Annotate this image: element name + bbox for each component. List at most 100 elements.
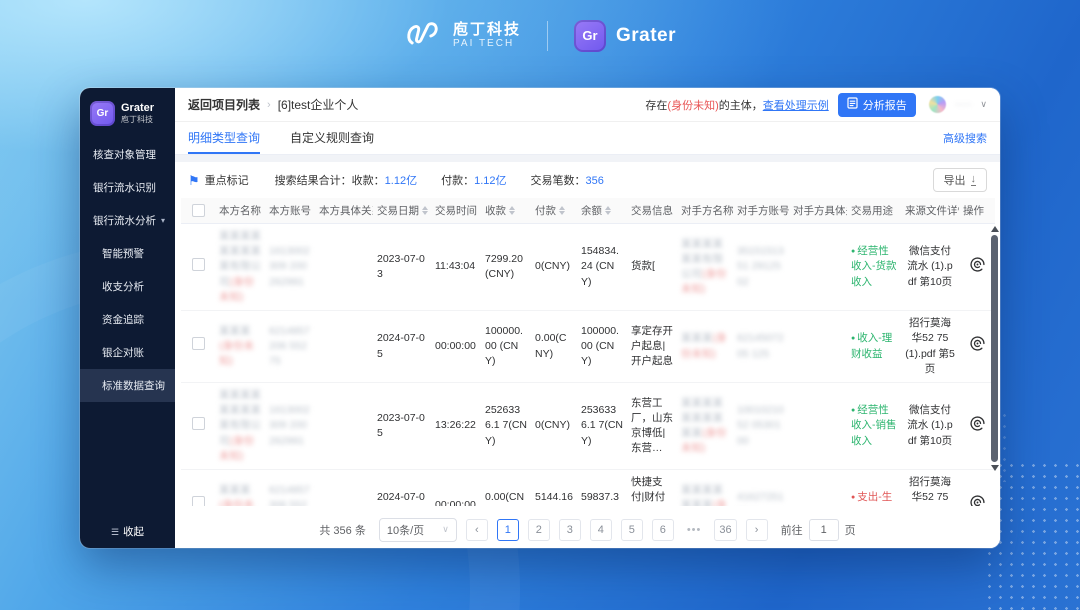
counterparty-relation-cell	[789, 501, 847, 507]
top-bar-right: 存在(身份未知)的主体，查看处理示例 分析报告 ····· ∨	[645, 92, 987, 117]
breadcrumb-separator: ›	[267, 98, 271, 111]
scroll-up-arrow-icon[interactable]	[990, 226, 999, 232]
status-dot-icon: ●	[851, 407, 856, 415]
outflow-label: 付款：	[441, 175, 475, 187]
username-masked: ·····	[954, 99, 972, 110]
scroll-down-arrow-icon[interactable]	[990, 465, 999, 471]
table-header-付款[interactable]: 付款	[531, 203, 577, 218]
counterparty-account-cell: 4162725125 1	[733, 485, 789, 506]
tab-detail-type-query[interactable]: 明细类型查询	[188, 122, 261, 154]
counterparty-name-masked: 某某某某某某某某某某	[681, 396, 723, 440]
total-count: 共 356 条	[319, 524, 366, 537]
sort-icon[interactable]	[559, 206, 565, 215]
table-row: 某某某某某某某某某有限公司(身份未知) 1613002309 200262991 2…	[181, 224, 995, 312]
important-mark-toggle[interactable]: ⚑ 重点标记	[188, 172, 249, 188]
info-cell: 东营工厂，山东京博低|东营…	[631, 396, 673, 455]
sidebar-item-income-expense-analysis[interactable]: 收支分析	[80, 270, 175, 303]
transaction-count: 356	[585, 175, 604, 187]
prev-page-button[interactable]: ‹	[465, 518, 488, 541]
advanced-search-link[interactable]: 高级搜索	[943, 133, 987, 145]
own-name-masked: 某某某	[219, 483, 251, 496]
row-checkbox[interactable]	[191, 496, 205, 506]
sidebar-collapse-button[interactable]: ☰ 收起	[80, 524, 175, 539]
fund-trace-icon[interactable]	[969, 256, 986, 273]
sidebar-item-label: 收支分析	[102, 281, 144, 293]
counterparty-account-cell: 6214507205 125	[733, 326, 789, 366]
page-button-1[interactable]: 1	[496, 518, 519, 541]
table-header-交易日期[interactable]: 交易日期	[373, 203, 431, 218]
sidebar-item-bank-flow-analysis[interactable]: 银行流水分析 ▾	[80, 204, 175, 237]
table-header-对手方账号: 对手方账号	[733, 203, 789, 218]
notice-mid: 的主体，	[718, 99, 763, 112]
export-button[interactable]: 导出 ↓	[932, 168, 987, 192]
sidebar-item-smart-alert[interactable]: 智能预警	[80, 237, 175, 270]
back-to-projects-link[interactable]: 返回项目列表	[188, 98, 261, 112]
page-button-6[interactable]: 6	[651, 518, 674, 541]
own-name-identity-masked: (身份未知)	[219, 339, 254, 368]
scrollbar-thumb[interactable]	[991, 235, 998, 462]
collapse-icon: ☰	[110, 527, 120, 537]
row-checkbox[interactable]	[191, 416, 205, 430]
report-icon	[847, 97, 858, 112]
sidebar-item-check-object-mgmt[interactable]: 核查对象管理	[80, 138, 175, 171]
page-size-select[interactable]: 10条/页 ∨	[378, 517, 457, 542]
sidebar-item-fund-trace[interactable]: 资金追踪	[80, 303, 175, 336]
select-all-checkbox[interactable]	[191, 204, 205, 217]
page-button-3[interactable]: 3	[558, 518, 581, 541]
fund-trace-icon[interactable]	[969, 494, 986, 506]
sort-icon[interactable]	[605, 206, 611, 215]
sidebar-item-label: 标准数据查询	[102, 380, 165, 392]
info-cell: 享定存开户起息|开户起息	[631, 324, 673, 368]
own-account-cell: 1613002309 200262991	[265, 398, 315, 454]
search-summary: 搜索结果合计：收款：1.12亿 付款：1.12亿 交易笔数：356	[275, 172, 604, 188]
counterparty-relation-cell	[789, 421, 847, 431]
table-header-操作: 操作	[959, 203, 995, 218]
next-page-button[interactable]: ›	[745, 518, 768, 541]
counterparty-name-masked: 某某某	[681, 332, 713, 345]
notice-unknown-identity: (身份未知)	[667, 99, 719, 112]
vertical-scrollbar[interactable]	[989, 226, 1000, 471]
sidebar-item-standard-data-query[interactable]: 标准数据查询	[80, 369, 175, 402]
chevron-down-icon[interactable]: ∨	[980, 99, 987, 109]
fund-trace-icon[interactable]	[969, 415, 986, 432]
counterparty-name-masked: 某某某某某某某	[681, 483, 723, 506]
table-header-交易信息: 交易信息	[627, 203, 677, 218]
table-row: 某某某某某某某某某有限公司(身份未知) 1613002309 200262991 2…	[181, 383, 995, 471]
sidebar-item-bank-enterprise-reconcile[interactable]: 银企对账	[80, 336, 175, 369]
table-header-对手方名称: 对手方名称	[677, 203, 733, 218]
flag-label: 重点标记	[204, 175, 249, 187]
sort-icon[interactable]	[509, 206, 515, 215]
row-checkbox[interactable]	[191, 337, 205, 351]
user-avatar[interactable]	[928, 96, 946, 113]
analysis-report-button[interactable]: 分析报告	[837, 92, 916, 117]
page-button-2[interactable]: 2	[527, 518, 550, 541]
purpose-tag: ● 经营性收入-货款收入	[851, 245, 897, 288]
table-header-余额[interactable]: 余额	[577, 203, 627, 218]
page-size-value: 10条/页	[386, 524, 425, 537]
own-relation-cell	[315, 421, 373, 431]
row-checkbox[interactable]	[191, 257, 205, 271]
table-row: 某某某 (身份未知) 6214857306 55275 2024-07-07 00:00…	[181, 470, 995, 506]
source-file-cell: 招行莫海华52 75 (1).pdf 第5页	[905, 317, 955, 375]
sidebar-item-label: 银行流水分析	[93, 215, 156, 227]
page-button-5[interactable]: 5	[620, 518, 643, 541]
page-button-4[interactable]: 4	[589, 518, 612, 541]
column-label: 本方名称	[219, 205, 261, 217]
counterparty-name-cell: 某某某(身份未知)	[677, 326, 733, 366]
counterparty-account-cell: 1001021052 0530100	[733, 398, 789, 454]
view-handling-example-link[interactable]: 查看处理示例	[762, 99, 829, 112]
brand-header: 庖丁科技 PAI TECH Gr Grater	[0, 16, 1080, 55]
table-header-本方账号: 本方账号	[265, 203, 315, 218]
fund-trace-icon[interactable]	[969, 335, 986, 352]
sort-icon[interactable]	[422, 206, 428, 215]
balance-cell: 2536336.1 7(CNY)	[581, 404, 624, 447]
tab-custom-rule-query[interactable]: 自定义规则查询	[290, 130, 375, 145]
chevron-down-icon: ∨	[442, 524, 449, 534]
goto-page-input[interactable]	[808, 518, 839, 541]
page-button-36[interactable]: 36	[714, 518, 737, 541]
column-label: 对手方名称	[681, 205, 733, 217]
sidebar-item-bank-flow-recognition[interactable]: 银行流水识别	[80, 171, 175, 204]
table-header-收款[interactable]: 收款	[481, 203, 531, 218]
status-dot-icon: ●	[851, 494, 856, 502]
